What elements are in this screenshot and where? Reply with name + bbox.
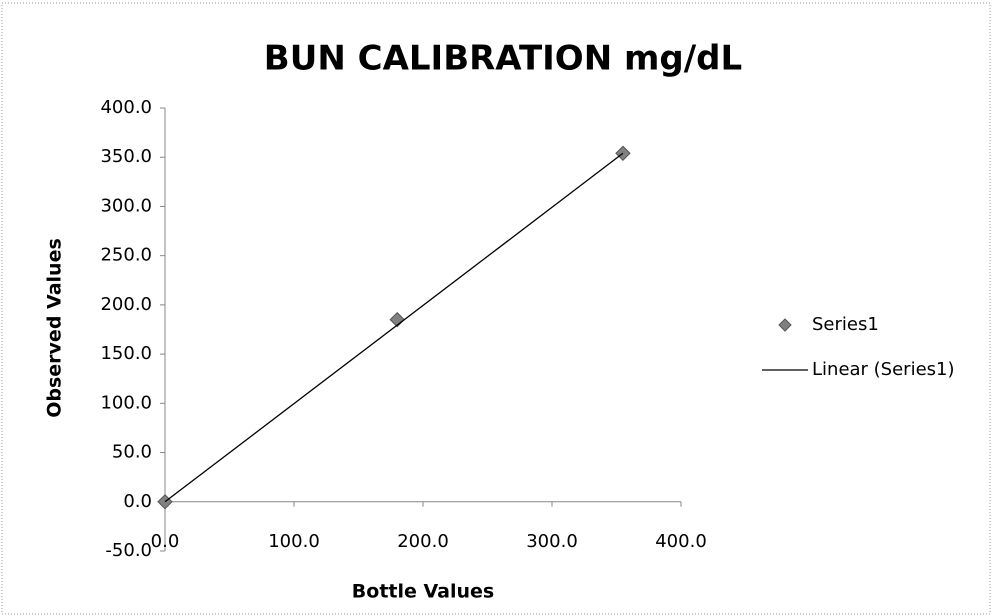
y-tick-label: 0.0	[123, 491, 152, 512]
y-tick-label: 200.0	[100, 294, 152, 315]
chart-title: BUN CALIBRATION mg/dL	[264, 39, 742, 79]
trendline	[164, 152, 624, 503]
y-tick-label: -50.0	[105, 540, 152, 561]
y-tick-label: 50.0	[112, 442, 152, 463]
x-tick-label: 100.0	[268, 531, 320, 552]
x-axis-title: Bottle Values	[352, 581, 494, 603]
x-tick-label: 300.0	[526, 531, 578, 552]
y-tick-label: 300.0	[100, 195, 152, 216]
x-tick-label: 0.0	[151, 531, 180, 552]
y-tick-label: 350.0	[100, 146, 152, 167]
legend-label: Linear (Series1)	[812, 359, 955, 380]
legend-label: Series1	[812, 314, 879, 335]
y-tick-label: 150.0	[100, 343, 152, 364]
x-tick-label: 400.0	[655, 531, 707, 552]
y-tick-label: 400.0	[100, 97, 152, 118]
x-tick-label: 200.0	[397, 531, 449, 552]
y-axis-title: Observed Values	[44, 238, 66, 418]
y-tick-label: 100.0	[100, 392, 152, 413]
legend-marker	[778, 318, 792, 332]
y-tick-label: 250.0	[100, 245, 152, 266]
